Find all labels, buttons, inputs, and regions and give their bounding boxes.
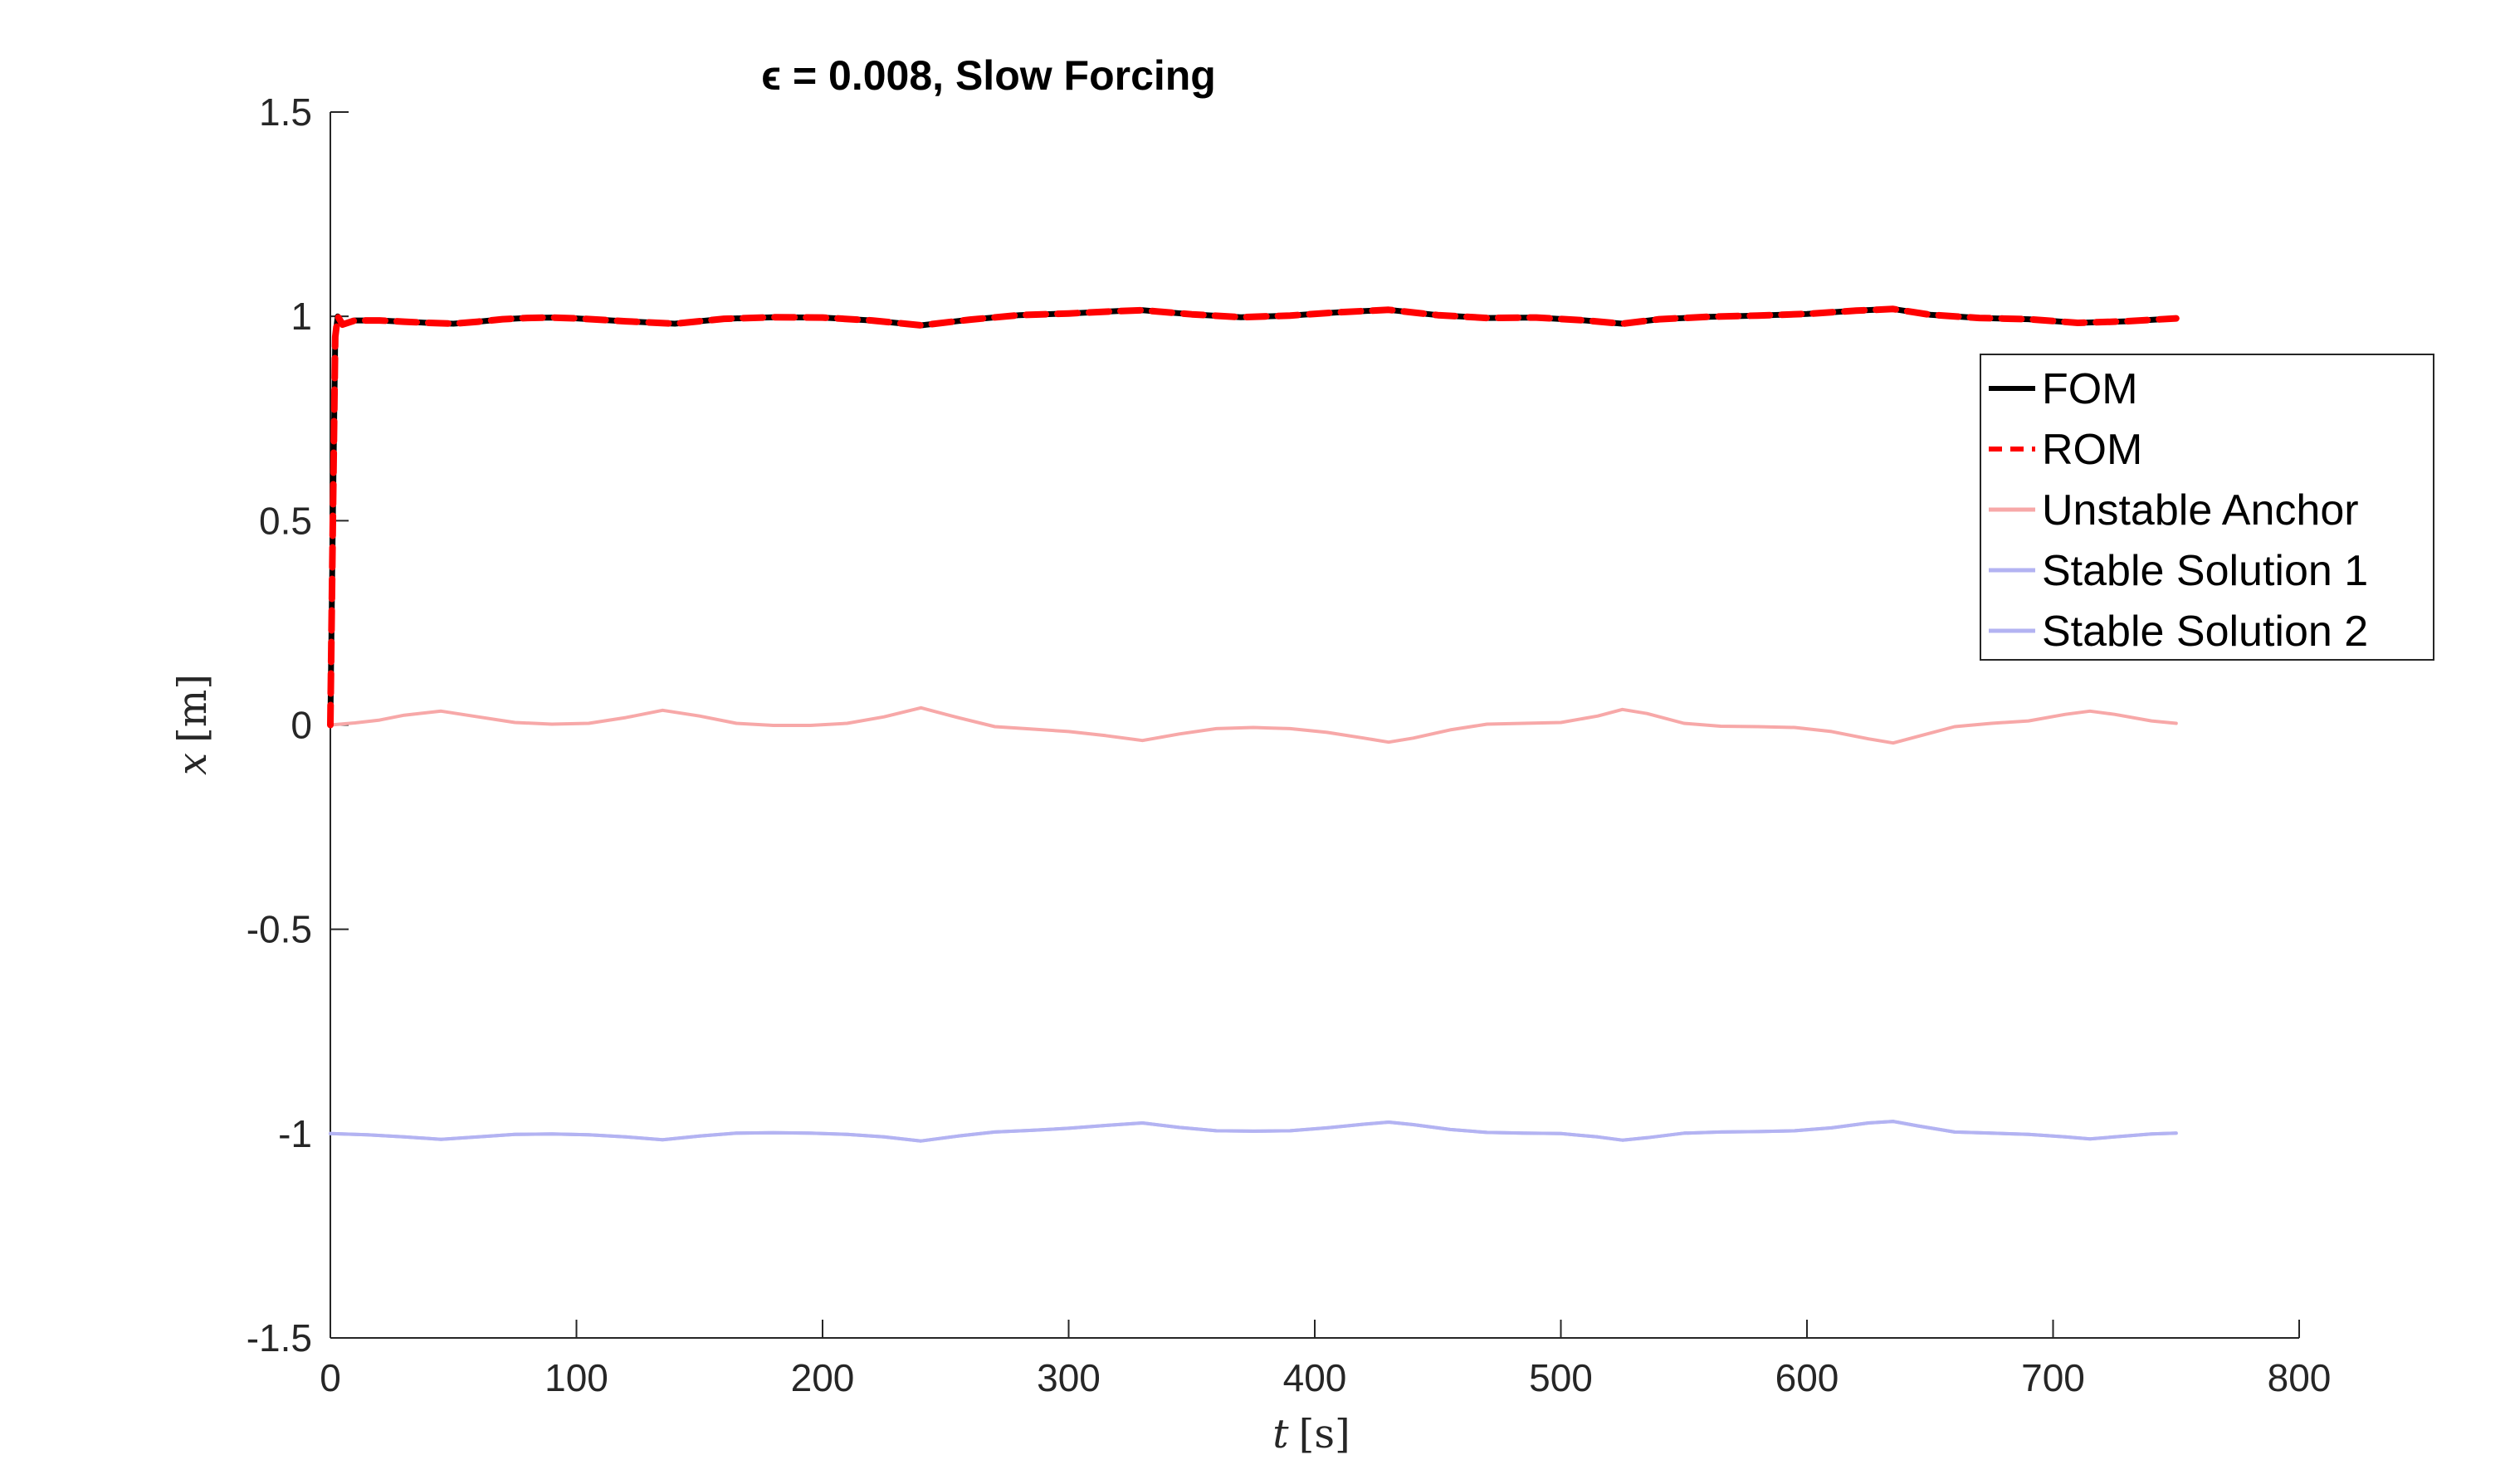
legend-box: [1980, 354, 2434, 661]
legend-item-label: Stable Solution 2: [2042, 608, 2368, 656]
x-axis-var: t: [1272, 1411, 1289, 1457]
y-tick-label: -1: [278, 1112, 312, 1155]
x-tick-label: 400: [1283, 1356, 1347, 1399]
legend-item-label: FOM: [2042, 365, 2138, 413]
x-tick-label: 100: [544, 1356, 608, 1399]
legend-item-label: Stable Solution 1: [2042, 547, 2368, 595]
series-line-stable-solution-2: [329, 1120, 2178, 1143]
x-tick-label: 600: [1775, 1356, 1839, 1399]
y-tick-label: -0.5: [247, 908, 312, 951]
legend-item-label: Unstable Anchor: [2042, 486, 2359, 535]
x-tick-label: 500: [1529, 1356, 1593, 1399]
legend: FOM ROM Unstable Anchor Stable Solution 1 St…: [1980, 354, 2434, 661]
x-ticks: 0 100 200 300 400 500 600 700 800: [320, 1320, 2331, 1399]
chart-title: ϵ = 0.008, Slow Forcing: [761, 52, 1216, 99]
y-axis-label: x [m]: [169, 674, 216, 775]
series-line-unstable-anchor: [329, 705, 2178, 745]
x-axis-label: t [s]: [1272, 1411, 1350, 1457]
y-tick-label: 1: [291, 295, 312, 338]
x-tick-label: 200: [791, 1356, 855, 1399]
x-tick-label: 300: [1037, 1356, 1101, 1399]
x-tick-label: 700: [2021, 1356, 2085, 1399]
y-ticks: 1.5 1 0.5 0 -0.5 -1 -1.5: [247, 90, 349, 1360]
y-tick-label: 1.5: [259, 90, 312, 134]
y-tick-label: 0: [291, 704, 312, 747]
y-tick-label: -1.5: [247, 1316, 312, 1360]
y-axis-var: x: [169, 753, 216, 775]
plot-lines: [327, 305, 2180, 1143]
y-axis-unit: [m]: [169, 674, 216, 743]
x-axis-unit: [s]: [1299, 1411, 1350, 1457]
x-tick-label: 800: [2268, 1356, 2332, 1399]
series-line-rom: [327, 305, 2180, 729]
x-tick-label: 0: [320, 1356, 341, 1399]
legend-item-label: ROM: [2042, 426, 2142, 474]
y-tick-label: 0.5: [259, 499, 312, 542]
